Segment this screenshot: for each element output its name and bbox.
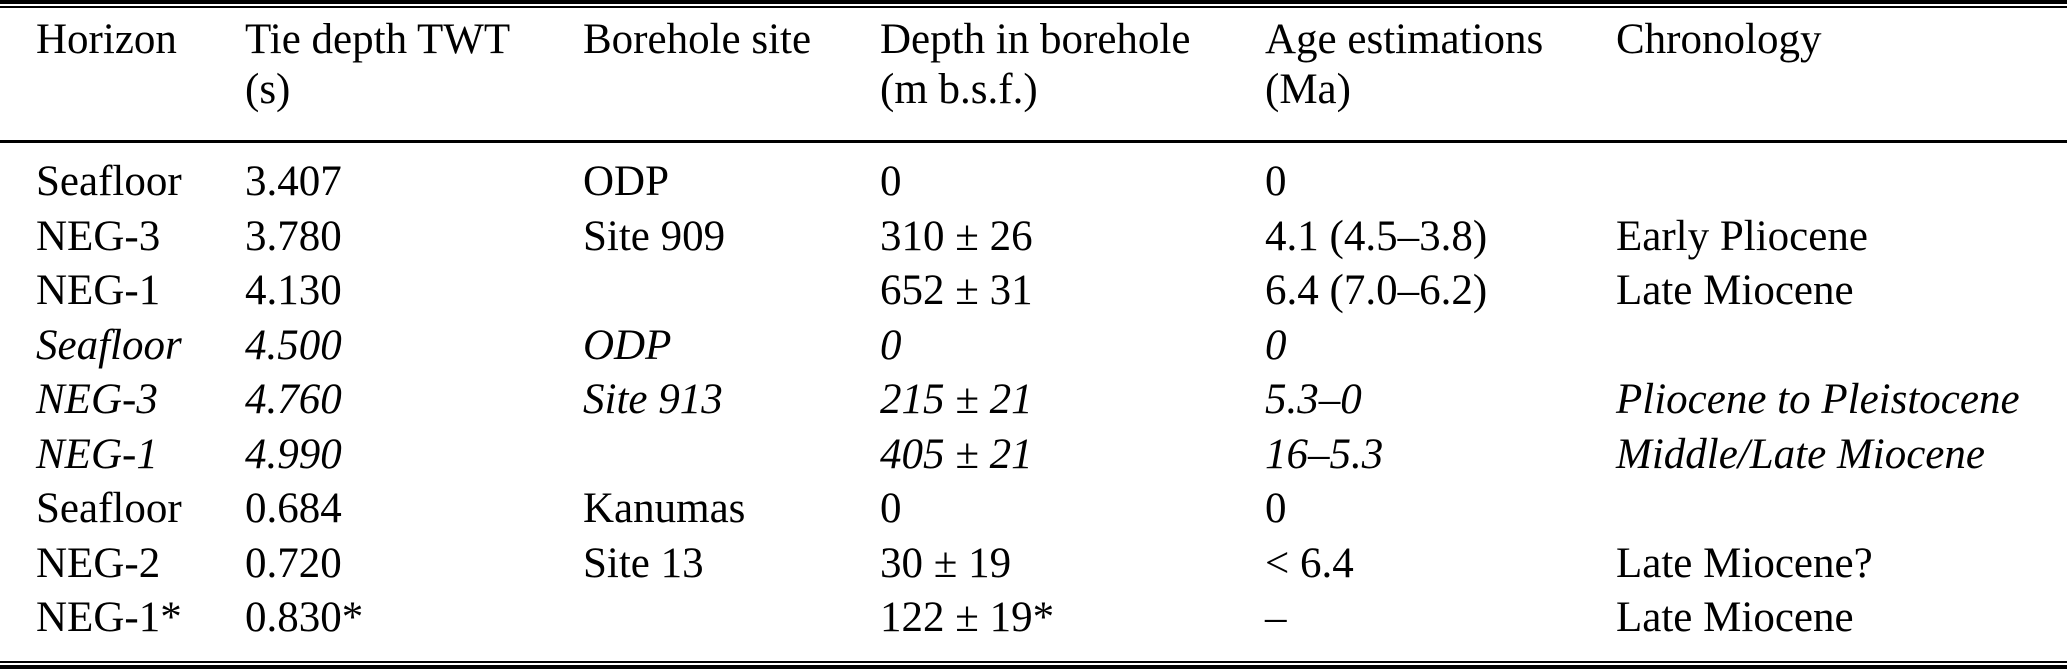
col-header-depth-in-borehole: Depth in borehole (m b.s.f.) (880, 15, 1265, 115)
cell-age-estimation: 16–5.3 (1265, 430, 1384, 478)
cell-chronology: Late Miocene (1616, 267, 1854, 314)
col-header-label: Chronology (1616, 16, 1822, 63)
cell-chronology: Middle/Late Miocene (1616, 430, 1985, 478)
cell-tie-depth: 0.830* (245, 594, 364, 641)
cell-borehole-site: ODP (583, 158, 670, 205)
cell-age-estimation: 5.3–0 (1265, 376, 1362, 423)
cell-horizon: NEG-1 (36, 267, 161, 314)
table-row: Seafloor 3.407 ODP 0 0 (0, 155, 2067, 210)
table-row: NEG-2 0.720 Site 13 30 ± 19 < 6.4 Late M… (0, 537, 2067, 592)
col-header-tie-depth: Tie depth TWT (s) (245, 15, 583, 115)
table-body: Seafloor 3.407 ODP 0 0 NEG-3 3.780 Site … (0, 155, 2067, 646)
cell-chronology: Pliocene to Pleistocene (1616, 376, 2020, 423)
cell-age-estimation: 6.4 (7.0–6.2) (1265, 267, 1488, 314)
cell-depth-in-borehole: 30 ± 19 (880, 539, 1012, 587)
cell-tie-depth: 4.500 (245, 321, 342, 369)
cell-horizon: Seafloor (36, 321, 182, 369)
cell-borehole-site (583, 264, 880, 319)
cell-age-estimation: 4.1 (4.5–3.8) (1265, 212, 1488, 260)
cell-tie-depth: 4.990 (245, 430, 342, 478)
cell-age-estimation: 0 (1265, 485, 1287, 532)
table-row: NEG-3 3.780 Site 909 310 ± 26 4.1 (4.5–3… (0, 210, 2067, 265)
col-header-borehole-site: Borehole site (583, 15, 880, 115)
cell-horizon: Seafloor (36, 158, 182, 205)
table-top-rule (0, 0, 2067, 8)
col-header-horizon: Horizon (0, 15, 245, 115)
cell-depth-in-borehole: 0 (880, 485, 902, 532)
table-row: NEG-3 4.760 Site 913 215 ± 21 5.3–0 Plio… (0, 373, 2067, 428)
cell-age-estimation: 0 (1265, 321, 1287, 369)
cell-chronology (1616, 155, 2067, 210)
cell-depth-in-borehole: 310 ± 26 (880, 212, 1033, 260)
cell-age-estimation: < 6.4 (1265, 539, 1354, 587)
cell-tie-depth: 4.130 (245, 267, 342, 314)
cell-chronology: Late Miocene? (1616, 539, 1873, 587)
cell-horizon: NEG-1* (36, 594, 182, 641)
cell-depth-in-borehole: 0 (880, 158, 902, 205)
cell-depth-in-borehole: 215 ± 21 (880, 376, 1033, 423)
cell-tie-depth: 3.780 (245, 212, 342, 260)
cell-tie-depth: 3.407 (245, 158, 342, 205)
col-header-label: Depth in borehole (880, 16, 1191, 63)
table-row: NEG-1 4.130 652 ± 31 6.4 (7.0–6.2) Late … (0, 264, 2067, 319)
cell-borehole-site: Site 909 (583, 212, 726, 260)
col-header-label: Horizon (36, 16, 177, 63)
cell-borehole-site: Site 913 (583, 376, 723, 423)
table-header-rule (0, 140, 2067, 143)
cell-borehole-site: ODP (583, 321, 672, 369)
cell-borehole-site (583, 591, 880, 646)
cell-tie-depth: 0.684 (245, 485, 342, 532)
table-row: Seafloor 0.684 Kanumas 0 0 (0, 482, 2067, 537)
cell-age-estimation: 0 (1265, 158, 1287, 205)
cell-borehole-site: Site 13 (583, 539, 704, 587)
table-row: NEG-1* 0.830* 122 ± 19* – Late Miocene (0, 591, 2067, 646)
col-header-chronology: Chronology (1616, 15, 2067, 115)
cell-chronology: Late Miocene (1616, 594, 1854, 641)
col-header-unit: (Ma) (1265, 66, 1351, 113)
col-header-label: Tie depth TWT (245, 16, 511, 63)
col-header-label: Borehole site (583, 16, 812, 63)
col-header-age-estimations: Age estimations (Ma) (1265, 15, 1616, 115)
cell-depth-in-borehole: 652 ± 31 (880, 267, 1033, 314)
col-header-label: Age estimations (1265, 16, 1544, 63)
table-row: NEG-1 4.990 405 ± 21 16–5.3 Middle/Late … (0, 428, 2067, 483)
cell-tie-depth: 4.760 (245, 376, 342, 423)
cell-borehole-site: Kanumas (583, 485, 746, 532)
cell-borehole-site (583, 428, 880, 483)
cell-horizon: NEG-1 (36, 430, 158, 478)
col-header-unit: (s) (245, 66, 291, 113)
cell-depth-in-borehole: 122 ± 19* (880, 594, 1055, 641)
table-row: Seafloor 4.500 ODP 0 0 (0, 319, 2067, 374)
table-bottom-rule (0, 661, 2067, 669)
cell-chronology (1616, 482, 2067, 537)
col-header-unit: (m b.s.f.) (880, 66, 1038, 113)
cell-tie-depth: 0.720 (245, 539, 342, 587)
cell-age-estimation: – (1265, 594, 1287, 641)
table-header-row: Horizon Tie depth TWT (s) Borehole site … (0, 15, 2067, 115)
cell-depth-in-borehole: 405 ± 21 (880, 430, 1033, 478)
cell-horizon: Seafloor (36, 485, 182, 532)
cell-horizon: NEG-2 (36, 539, 161, 587)
cell-chronology: Early Pliocene (1616, 212, 1868, 260)
cell-chronology (1616, 319, 2067, 374)
cell-horizon: NEG-3 (36, 212, 161, 260)
cell-horizon: NEG-3 (36, 376, 158, 423)
cell-depth-in-borehole: 0 (880, 321, 902, 369)
